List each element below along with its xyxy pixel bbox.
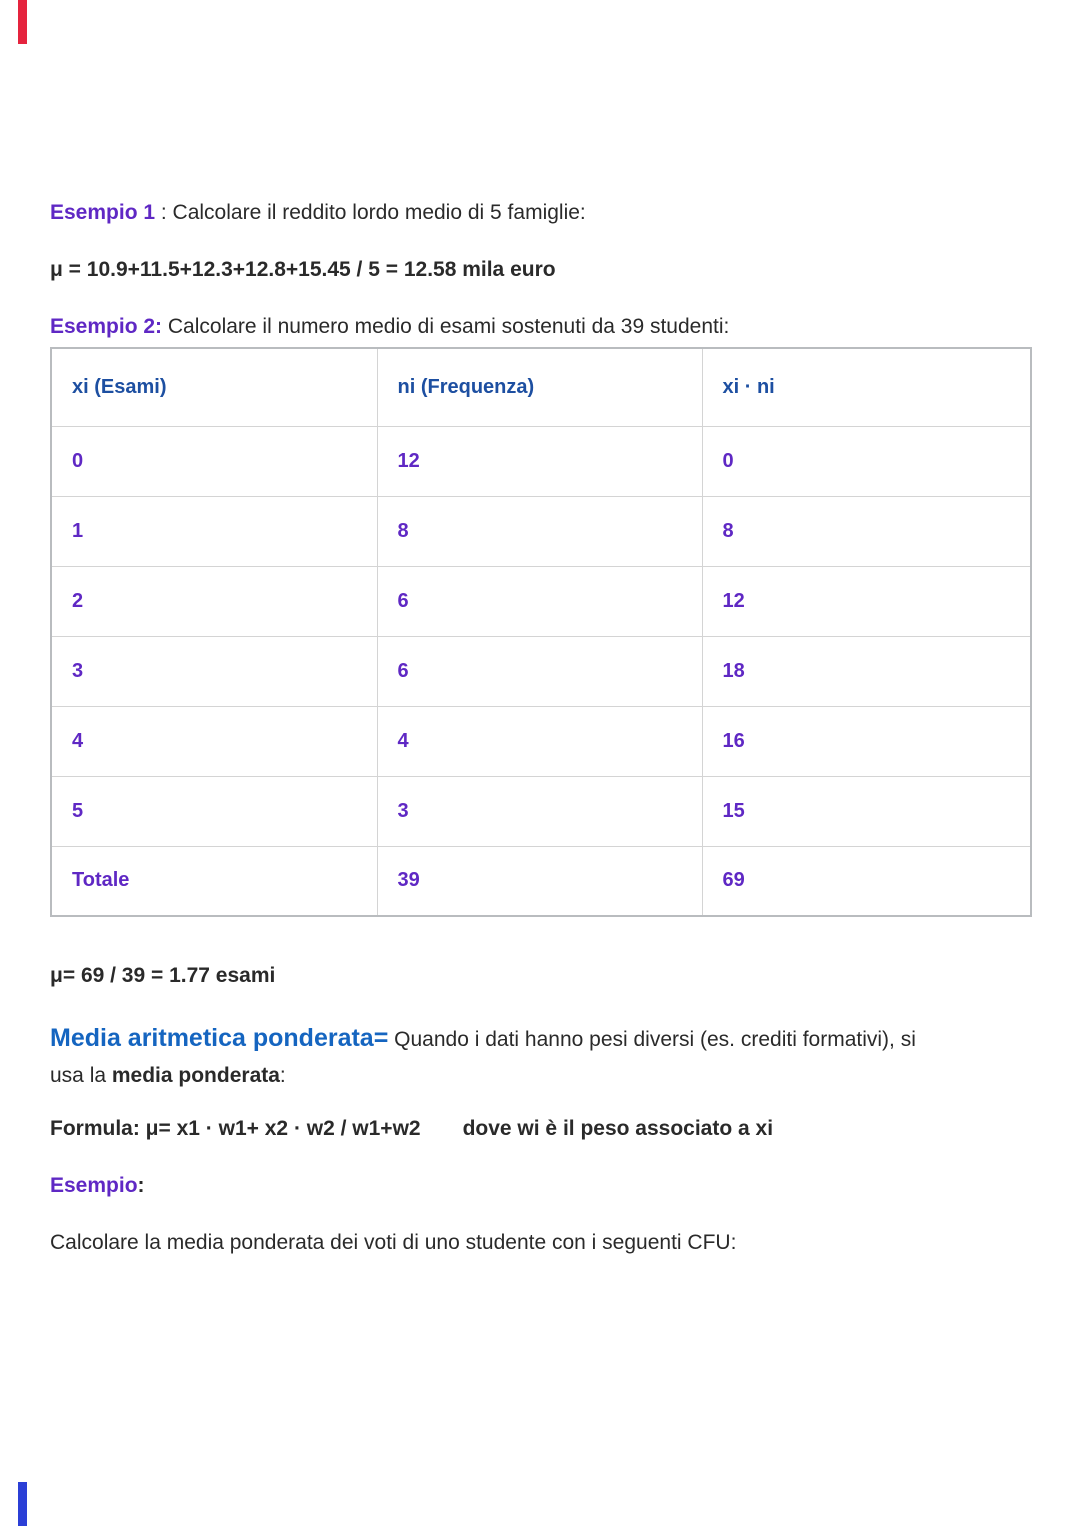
table-cell: 4: [50, 705, 378, 777]
example2-text: Calcolare il numero medio di esami soste…: [162, 315, 730, 338]
table-cell: 8: [701, 495, 1032, 567]
frequency-table: xi (Esami) ni (Frequenza) xi · ni 0 12 0 1 8 8 2…: [50, 347, 1032, 917]
example1-text: : Calcolare il reddito lordo medio di 5 …: [155, 201, 586, 224]
table-row: Totale 39 69: [50, 845, 1032, 917]
example1-label: Esempio 1: [50, 201, 156, 224]
table-cell: 39: [376, 845, 703, 917]
example3-paragraph: Esempio:: [50, 1173, 1030, 1199]
table-cell: 69: [701, 845, 1032, 917]
table-cell: 0: [50, 425, 378, 497]
formula-weighted: Formula: μ= x1 · w1+ x2 · w2 / w1+w2: [50, 1117, 421, 1140]
closing-line: Calcolare la media ponderata dei voti di…: [50, 1231, 737, 1254]
table-cell: 12: [376, 425, 703, 497]
table-cell: 5: [50, 775, 378, 847]
table-header-cell: xi · ni: [701, 347, 1032, 427]
formula-mean-simple: μ = 10.9+11.5+12.3+12.8+15.45 / 5 = 12.5…: [50, 258, 556, 281]
page-bottom-callout-bar: [18, 1482, 27, 1526]
example3-colon: :: [137, 1174, 145, 1197]
example1-paragraph: Esempio 1 : Calcolare il reddito lordo m…: [50, 200, 1030, 226]
table-row: 2 6 12: [50, 565, 1032, 637]
formula-weighted-note: dove wi è il peso associato a xi: [462, 1117, 774, 1140]
table-cell: 1: [50, 495, 378, 567]
table-cell: 2: [50, 565, 378, 637]
mean-result: μ= 69 / 39 = 1.77 esami: [50, 964, 276, 987]
weighted-mean-line2-pre: usa la: [50, 1064, 112, 1087]
weighted-mean-paragraph: Media aritmetica ponderata= Quando i dat…: [50, 1020, 1030, 1094]
table-header-row: xi (Esami) ni (Frequenza) xi · ni: [50, 347, 1032, 427]
table-cell: 0: [701, 425, 1032, 497]
table-body: 0 12 0 1 8 8 2 6 12 3 6 18 4 4 16 5 3 15 Totale 39 69: [50, 425, 1032, 917]
example2-paragraph: Esempio 2: Calcolare il numero medio di …: [50, 314, 1030, 340]
table-row: 5 3 15: [50, 775, 1032, 847]
table-cell: 15: [701, 775, 1032, 847]
page-top-callout-bar: [18, 0, 27, 44]
table-cell: 6: [376, 565, 703, 637]
table-row: 4 4 16: [50, 705, 1032, 777]
table-cell: 4: [376, 705, 703, 777]
table-header-cell: xi (Esami): [50, 347, 378, 427]
table-cell: 8: [376, 495, 703, 567]
table-cell: 6: [376, 635, 703, 707]
table-row: 3 6 18: [50, 635, 1032, 707]
table-cell: 12: [701, 565, 1032, 637]
weighted-mean-line2-post: :: [279, 1064, 286, 1087]
table-row: 0 12 0: [50, 425, 1032, 497]
example3-label: Esempio: [50, 1174, 138, 1197]
table-cell: 3: [376, 775, 703, 847]
table-cell: 18: [701, 635, 1032, 707]
table-header-cell: ni (Frequenza): [376, 347, 703, 427]
weighted-mean-line1: Quando i dati hanno pesi diversi (es. cr…: [388, 1028, 916, 1051]
table-cell: 3: [50, 635, 378, 707]
table-cell: Totale: [50, 845, 378, 917]
weighted-mean-heading: Media aritmetica ponderata=: [50, 1024, 389, 1052]
formula-weighted-paragraph: Formula: μ= x1 · w1+ x2 · w2 / w1+w2 dove…: [50, 1116, 1030, 1142]
table-cell: 16: [701, 705, 1032, 777]
example2-label: Esempio 2:: [50, 315, 163, 338]
weighted-mean-bold-term: media ponderata: [111, 1064, 280, 1087]
